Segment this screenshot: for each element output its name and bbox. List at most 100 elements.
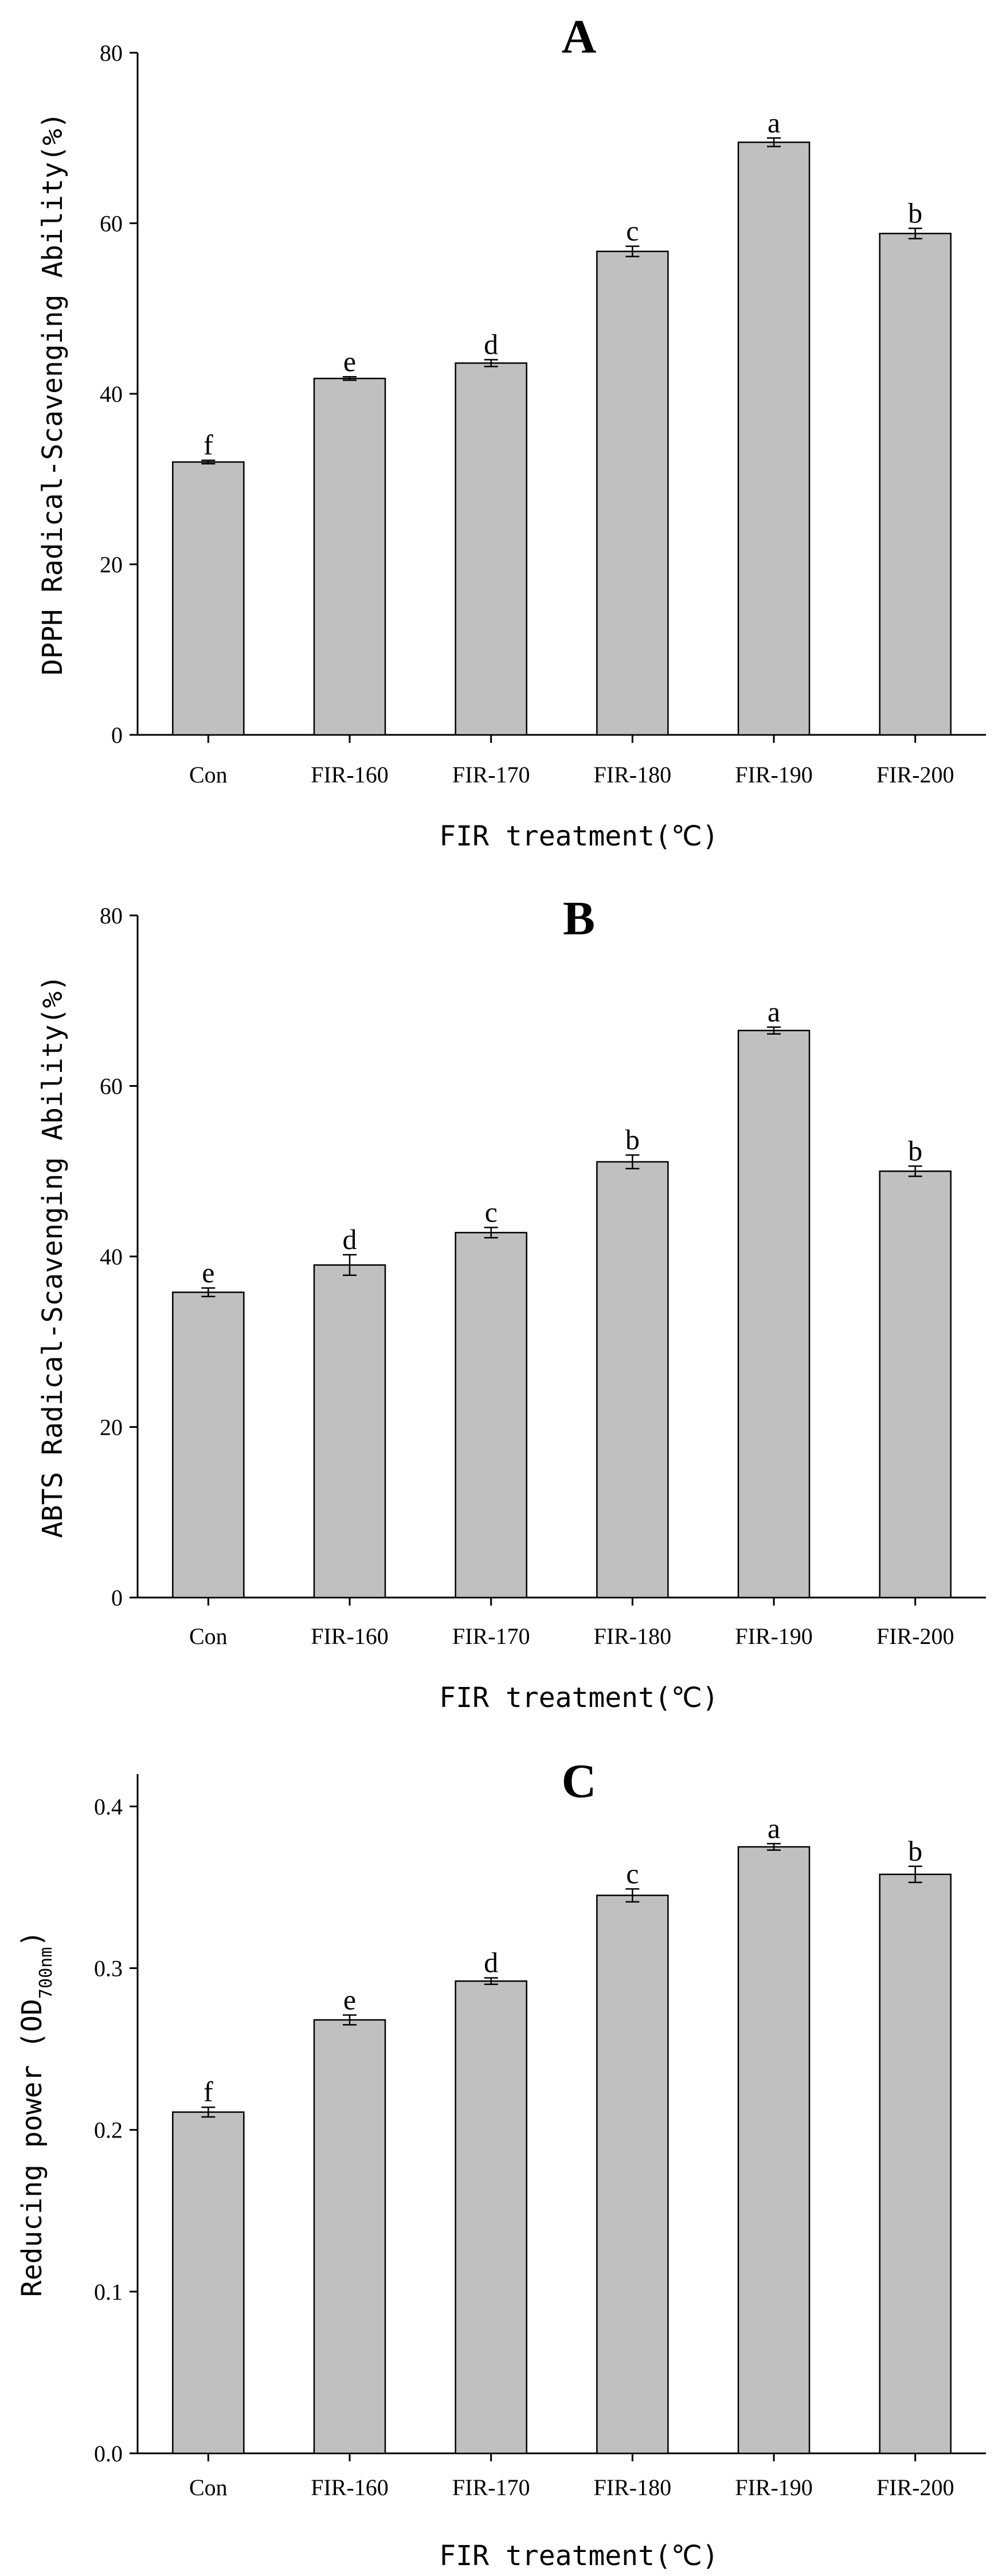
- significance-label: e: [343, 345, 356, 377]
- significance-label: a: [768, 107, 780, 139]
- bar-fir-170: [455, 1232, 527, 1599]
- error-bar: [767, 137, 781, 147]
- y-axis-title-main: ABTS Radical-Scavenging Ability(%): [37, 975, 69, 1538]
- significance-label: a: [768, 1812, 780, 1844]
- y-axis-title-subscript: 700nm: [36, 1947, 56, 1999]
- bar-fir-180: [596, 1161, 669, 1599]
- x-tick-label: FIR-180: [594, 762, 672, 788]
- y-axis-title-main: DPPH Radical-Scavenging Ability(%): [37, 112, 69, 676]
- error-bar: [343, 1254, 357, 1276]
- y-tick-label: 0.2: [94, 2117, 123, 2143]
- x-axis-title: FIR treatment(℃): [439, 820, 718, 852]
- x-axis-title: FIR treatment(℃): [439, 2540, 718, 2572]
- y-axis-title-tail: ): [16, 1931, 48, 1947]
- bar-fir-180: [596, 1894, 669, 2454]
- x-tick-label: FIR-160: [311, 762, 389, 788]
- y-tick-label: 0: [111, 1585, 123, 1611]
- y-axis-title: DPPH Radical-Scavenging Ability(%): [37, 112, 69, 676]
- y-tick-label: 80: [100, 40, 123, 66]
- error-bar: [343, 376, 357, 381]
- y-tick-label: 80: [100, 903, 123, 929]
- x-tick-label: FIR-170: [452, 2475, 530, 2500]
- x-tick-label: Con: [189, 2475, 228, 2500]
- error-bar: [201, 1287, 216, 1298]
- x-tick-label: FIR-170: [452, 1623, 530, 1649]
- x-tick-label: Con: [189, 762, 228, 788]
- chart-panel-c: 0.0 0.1 0.2 0.3 0.4 f Con e FIR-160 d FIR-170 c FIR-…: [16, 1755, 986, 2572]
- y-tick-label: 60: [100, 1074, 123, 1099]
- y-axis-title: Reducing power (OD700nm): [16, 1931, 56, 2297]
- significance-label: c: [626, 1857, 639, 1889]
- significance-label: c: [485, 1196, 498, 1228]
- x-axis-title: FIR treatment(℃): [439, 1682, 718, 1714]
- chart-panel-a: 0 20 40 60 80 f Con e FIR-160 d FIR-170 c FIR-180 a FI…: [37, 10, 986, 852]
- error-bar: [908, 1165, 922, 1177]
- error-bar: [343, 2014, 357, 2026]
- bar-fir-170: [455, 362, 527, 736]
- significance-label: e: [343, 1983, 356, 2015]
- bar-fir-170: [455, 1980, 527, 2454]
- x-tick-label: FIR-200: [876, 762, 954, 788]
- bar-fir-160: [313, 2019, 386, 2454]
- y-tick-label: 0.1: [94, 2279, 123, 2305]
- significance-label: f: [203, 2076, 213, 2108]
- error-bar: [625, 245, 640, 257]
- y-tick-label: 20: [100, 552, 123, 578]
- bar-fir-200: [879, 1170, 952, 1599]
- panel-title: A: [562, 10, 597, 64]
- error-bar: [625, 1154, 640, 1170]
- panel-title: C: [562, 1755, 597, 1808]
- error-bar: [908, 1865, 922, 1884]
- y-tick-label: 0.4: [94, 1794, 123, 1819]
- error-bar: [201, 459, 216, 465]
- bar-fir-180: [596, 250, 669, 736]
- x-tick-label: FIR-170: [452, 762, 530, 788]
- error-bar: [767, 1026, 781, 1035]
- error-bar: [484, 1977, 498, 1986]
- y-tick-label: 20: [100, 1415, 123, 1440]
- error-bar: [484, 359, 498, 367]
- panel-title: B: [563, 892, 595, 945]
- bar-con: [172, 461, 245, 736]
- x-tick-label: FIR-190: [735, 1623, 813, 1649]
- y-tick-label: 60: [100, 211, 123, 237]
- bar-fir-190: [737, 1846, 811, 2454]
- bar-fir-160: [313, 1264, 386, 1599]
- y-tick-label: 0.0: [94, 2441, 123, 2467]
- y-tick-label: 40: [100, 381, 123, 407]
- x-tick-label: FIR-160: [311, 2475, 389, 2500]
- error-bar: [625, 1888, 640, 1903]
- x-tick-label: FIR-180: [594, 1623, 672, 1649]
- x-tick-label: FIR-190: [735, 762, 813, 788]
- y-axis-title: ABTS Radical-Scavenging Ability(%): [37, 975, 69, 1538]
- significance-label: a: [768, 996, 780, 1028]
- significance-label: b: [625, 1123, 640, 1156]
- x-tick-label: FIR-180: [594, 2475, 672, 2500]
- bar-fir-160: [313, 377, 386, 736]
- x-tick-label: FIR-200: [876, 1623, 954, 1649]
- significance-label: c: [626, 215, 639, 247]
- y-tick-label: 0: [111, 722, 123, 748]
- bar-con: [172, 2111, 245, 2454]
- error-bar: [201, 2106, 216, 2118]
- significance-label: e: [202, 1256, 214, 1289]
- significance-label: b: [908, 1835, 922, 1867]
- bar-con: [172, 1291, 245, 1599]
- significance-label: d: [343, 1223, 357, 1255]
- x-tick-label: FIR-160: [311, 1623, 389, 1649]
- error-bar: [484, 1227, 498, 1239]
- x-tick-label: Con: [189, 1623, 228, 1649]
- y-tick-label: 0.3: [94, 1956, 123, 1982]
- error-bar: [908, 228, 922, 240]
- y-axis-title-main: Reducing power (OD: [16, 1999, 48, 2297]
- bar-fir-190: [737, 141, 811, 736]
- x-tick-label: FIR-200: [876, 2475, 954, 2500]
- error-bar: [767, 1843, 781, 1851]
- bar-fir-190: [737, 1029, 811, 1599]
- significance-label: f: [203, 429, 213, 461]
- significance-label: d: [484, 328, 498, 361]
- bar-fir-200: [879, 1873, 952, 2454]
- x-tick-label: FIR-190: [735, 2475, 813, 2500]
- bar-fir-200: [879, 233, 952, 736]
